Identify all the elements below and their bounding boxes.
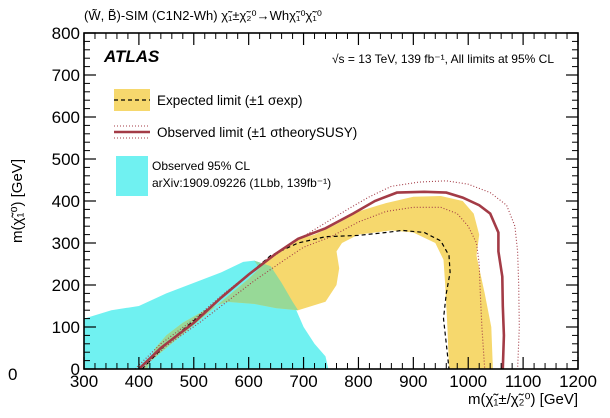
legend: Expected limit (±1 σexp) Observed limit … — [114, 89, 357, 196]
x-tick-label: 900 — [399, 372, 427, 391]
x-tick-label: 1200 — [559, 372, 597, 391]
legend-cl-label-1: Observed 95% CL — [152, 159, 250, 173]
y-tick-label: 400 — [52, 192, 80, 211]
x-tick-label: 600 — [234, 372, 262, 391]
edge-tick-label: 0 — [8, 365, 17, 384]
y-tick-label: 500 — [52, 150, 80, 169]
y-tick-label: 200 — [52, 276, 80, 295]
y-tick-label: 100 — [52, 318, 80, 337]
legend-cl-label-2: arXiv:1909.09226 (1Lbb, 139fb⁻¹) — [152, 176, 331, 190]
x-tick-label: 1100 — [505, 372, 542, 391]
x-tick-label: 800 — [344, 372, 372, 391]
x-tick-label: 400 — [125, 372, 153, 391]
chart-title: (W̃, B̃)-SIM (C1N2-Wh) χ̃₁±χ̃₂⁰→Whχ̃₁⁰χ̃… — [84, 8, 322, 23]
atlas-label: ATLAS — [103, 47, 160, 66]
y-tick-label: 300 — [52, 234, 80, 253]
x-tick-label: 500 — [180, 372, 208, 391]
legend-expected-label: Expected limit (±1 σexp) — [157, 93, 303, 108]
axis-ticks: 300 400 500 600 700 800 900 1000 1100 1200 0 100 200… — [52, 24, 597, 391]
legend-observed-label: Observed limit (±1 σtheorySUSY) — [157, 125, 357, 140]
y-tick-label: 0 — [71, 360, 80, 379]
plot-area — [84, 180, 520, 369]
observed-minus-1sigma-line — [141, 206, 486, 369]
y-axis-label: m(χ̃₁⁰) [GeV] — [9, 159, 26, 243]
y-tick-label: 800 — [52, 24, 80, 43]
x-tick-label: 300 — [70, 372, 98, 391]
legend-cl-swatch — [116, 156, 148, 196]
x-tick-label: 1000 — [449, 372, 487, 391]
expected-band — [141, 196, 493, 369]
overlap-region — [141, 260, 299, 369]
y-tick-label: 600 — [52, 108, 80, 127]
y-tick-label: 700 — [52, 66, 80, 85]
energy-label: √s = 13 TeV, 139 fb⁻¹, All limits at 95%… — [332, 52, 554, 66]
x-axis-label: m(χ̃₁±/χ̃₂⁰) [GeV] — [468, 391, 578, 408]
observed-limit-line — [138, 190, 506, 369]
x-tick-label: 700 — [289, 372, 317, 391]
